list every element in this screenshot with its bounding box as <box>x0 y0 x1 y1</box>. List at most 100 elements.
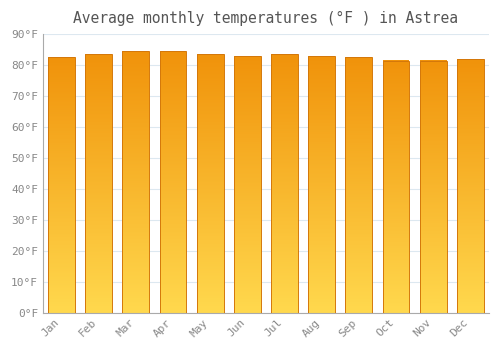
Bar <box>160 243 186 245</box>
Bar <box>308 261 335 262</box>
Bar <box>308 143 335 145</box>
Bar <box>234 96 260 97</box>
Bar <box>457 245 483 247</box>
Bar <box>271 194 298 195</box>
Bar <box>382 271 409 272</box>
Bar <box>122 297 149 298</box>
Bar <box>122 124 149 126</box>
Bar <box>382 146 409 147</box>
Bar <box>197 183 224 185</box>
Bar <box>122 154 149 156</box>
Bar <box>420 93 446 95</box>
Bar <box>457 282 483 284</box>
Bar <box>86 54 112 313</box>
Bar <box>346 189 372 190</box>
Bar <box>48 206 75 208</box>
Bar <box>197 209 224 211</box>
Bar <box>86 101 112 102</box>
Bar <box>420 238 446 239</box>
Bar <box>382 141 409 142</box>
Bar <box>160 148 186 149</box>
Bar <box>48 296 75 297</box>
Bar <box>160 302 186 303</box>
Bar <box>86 61 112 62</box>
Bar <box>420 98 446 100</box>
Bar <box>457 286 483 287</box>
Bar <box>122 132 149 134</box>
Bar <box>86 219 112 221</box>
Bar <box>160 117 186 118</box>
Bar <box>48 272 75 273</box>
Bar <box>382 80 409 82</box>
Bar <box>382 214 409 216</box>
Bar <box>86 132 112 133</box>
Bar <box>234 92 260 93</box>
Bar <box>308 238 335 239</box>
Bar <box>420 271 446 272</box>
Bar <box>234 223 260 224</box>
Bar <box>197 241 224 243</box>
Bar <box>197 204 224 205</box>
Bar <box>86 199 112 200</box>
Bar <box>234 74 260 75</box>
Bar <box>308 60 335 61</box>
Bar <box>234 307 260 309</box>
Bar <box>271 266 298 267</box>
Bar <box>48 202 75 203</box>
Bar <box>420 80 446 82</box>
Bar <box>86 212 112 213</box>
Bar <box>122 72 149 74</box>
Bar <box>382 93 409 95</box>
Bar <box>308 212 335 214</box>
Bar <box>457 200 483 201</box>
Bar <box>271 226 298 228</box>
Bar <box>457 224 483 225</box>
Bar <box>86 148 112 150</box>
Bar <box>457 83 483 84</box>
Bar <box>197 101 224 102</box>
Bar <box>271 219 298 221</box>
Bar <box>197 269 224 270</box>
Bar <box>122 77 149 79</box>
Bar <box>234 191 260 192</box>
Bar <box>271 93 298 95</box>
Bar <box>197 187 224 189</box>
Bar <box>197 305 224 306</box>
Bar <box>197 89 224 91</box>
Bar <box>382 305 409 306</box>
Bar <box>197 156 224 158</box>
Bar <box>271 169 298 170</box>
Bar <box>271 131 298 132</box>
Bar <box>457 170 483 172</box>
Bar <box>86 90 112 92</box>
Bar <box>234 75 260 76</box>
Bar <box>271 300 298 301</box>
Bar <box>308 250 335 251</box>
Bar <box>308 215 335 216</box>
Bar <box>86 270 112 271</box>
Bar <box>457 78 483 79</box>
Bar <box>308 247 335 248</box>
Bar <box>271 84 298 85</box>
Bar <box>271 261 298 262</box>
Bar <box>457 94 483 96</box>
Bar <box>420 174 446 175</box>
Bar <box>48 111 75 112</box>
Bar <box>234 286 260 287</box>
Bar <box>308 306 335 308</box>
Bar <box>420 305 446 306</box>
Bar <box>308 116 335 118</box>
Bar <box>86 106 112 107</box>
Bar <box>382 202 409 203</box>
Bar <box>48 157 75 158</box>
Bar <box>420 73 446 75</box>
Bar <box>160 126 186 127</box>
Bar <box>346 275 372 277</box>
Bar <box>160 124 186 126</box>
Bar <box>457 130 483 131</box>
Bar <box>346 237 372 239</box>
Bar <box>197 127 224 128</box>
Bar <box>234 210 260 211</box>
Bar <box>420 194 446 195</box>
Bar <box>160 110 186 111</box>
